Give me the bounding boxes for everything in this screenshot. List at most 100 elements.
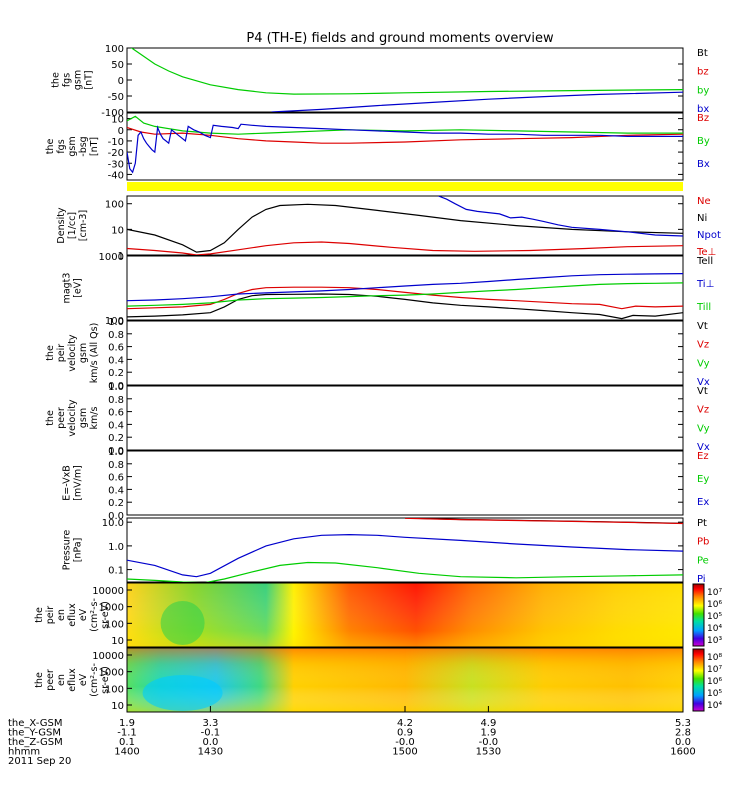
legend-Npot: Npot (697, 230, 721, 241)
legend-Ne: Ne (697, 196, 711, 207)
y-tick-label: 1.0 (108, 317, 124, 328)
y-tick-label: 0.0 (108, 511, 124, 522)
panel-frame (126, 450, 684, 516)
y-axis-label: gsm (78, 408, 89, 428)
x-tick-label: -0.0 (479, 737, 499, 748)
y-tick-label: 10000 (92, 586, 124, 597)
y-tick-label: 0.6 (108, 343, 124, 354)
y-axis-label: fgs (62, 73, 73, 87)
series-Bz (127, 126, 683, 144)
colorbar-tick-label: 10⁵ (707, 612, 722, 622)
y-axis-label: the (34, 607, 45, 623)
y-tick-label: 1.0 (108, 542, 124, 553)
y-axis-label: magt3 (62, 273, 73, 304)
colorbar (692, 583, 705, 647)
legend-Ex: Ex (697, 497, 709, 508)
y-tick-label: 100 (105, 200, 124, 211)
colorbar-tick-label: 10⁶ (707, 600, 722, 610)
y-tick-label: 0.6 (108, 408, 124, 419)
legend-by: by (697, 85, 709, 96)
y-axis-label: [nT] (89, 137, 100, 156)
series-Till (127, 282, 683, 307)
panel-frame (126, 517, 684, 583)
x-row-label: the_X-GSM (8, 718, 62, 729)
legend-Vz: Vz (697, 405, 709, 416)
y-tick-label: 1 (118, 251, 124, 262)
chart-title: P4 (TH-E) fields and ground moments over… (246, 31, 554, 46)
x-tick-label: 3.3 (202, 718, 218, 729)
y-tick-label: 10 (111, 636, 124, 647)
y-tick-label: 0.2 (108, 433, 124, 444)
x-tick-label: 1.9 (119, 718, 135, 729)
panel-6: 1.0 0.8 0.60.4 0.2 0.0 the peer velocity gsm km/s… (45, 382, 710, 457)
y-axis-label: the (51, 72, 62, 88)
y-tick-label: 0.0 (108, 381, 124, 392)
spectrogram-shading (127, 648, 683, 712)
x-tick-label: -1.1 (117, 728, 137, 739)
panel-0: 100 50 0 -50 -100 the fgs gsm [nT] Bt bz by bx (51, 44, 710, 119)
y-tick-label: 10000 (92, 651, 124, 662)
legend-Bt: Bt (697, 48, 708, 59)
panel-2 (127, 182, 683, 191)
y-axis-label: E=-VxB (62, 465, 73, 500)
spectrogram-shading (127, 583, 683, 647)
x-tick-label: -0.1 (201, 728, 221, 739)
colorbar-tick-label: 10⁴ (707, 701, 722, 711)
y-axis-label: gsm (78, 343, 89, 363)
panel-frame (126, 195, 684, 256)
y-axis-label: sr-eV) (100, 666, 111, 694)
series-By (127, 115, 683, 135)
legend-Vt: Vt (697, 386, 708, 397)
y-tick-label: 0.4 (108, 420, 124, 431)
panel-8: 10.0 1.0 0.1 Pressure [nPa] Pt Pb Pe Pi (62, 517, 709, 585)
x-tick-label: 1530 (476, 747, 501, 758)
x-tick-label: 1.9 (480, 728, 496, 739)
legend-Vx: Vx (697, 377, 710, 388)
legend-Vz: Vz (697, 340, 709, 351)
panel-frame (126, 112, 684, 181)
legend-Ez: Ez (697, 451, 709, 462)
series-by (130, 48, 683, 95)
legend-Te⊥: Te⊥ (696, 247, 716, 258)
y-tick-label: -20 (108, 148, 124, 159)
colorbar-tick-label: 10⁷ (707, 665, 722, 675)
x-tick-label: 5.3 (675, 718, 691, 729)
legend-Bx: Bx (697, 159, 710, 170)
y-tick-label: 10 (111, 225, 124, 236)
y-axis-label: Density (56, 207, 67, 243)
panel-frame (126, 385, 684, 451)
series-Pi (127, 533, 683, 578)
spectrogram-core (142, 675, 223, 711)
y-axis-label: km/s (All Qs) (89, 323, 100, 384)
legend-Tell: Tell (696, 256, 713, 267)
series-Npot (438, 196, 683, 237)
y-tick-label: 0.8 (108, 330, 124, 341)
y-tick-label: -30 (108, 159, 124, 170)
y-axis-label: [nPa] (73, 538, 84, 563)
y-tick-label: 100 (105, 684, 124, 695)
x-tick-label: 0.1 (119, 737, 135, 748)
legend-Vy: Vy (697, 358, 710, 369)
legend-bz: bz (697, 67, 709, 78)
y-axis-label: sr-eV) (100, 601, 111, 629)
legend-Till: Till (696, 302, 711, 313)
y-tick-label: 1000 (99, 668, 124, 679)
x-row-label: hhmm (8, 747, 40, 758)
y-tick-label: 0.8 (108, 460, 124, 471)
legend-Ey: Ey (697, 474, 709, 485)
y-tick-label: 0.8 (108, 395, 124, 406)
panel-7: 1.0 0.8 0.60.4 0.2 0.0 E=-VxB [mV/m] Ez Ey Ex (62, 447, 710, 522)
y-axis-label: eflux (67, 603, 78, 627)
series-Pe (127, 561, 683, 582)
y-axis-label: -bsg (78, 136, 89, 156)
y-axis-label: [1/cc] (67, 212, 78, 239)
y-tick-label: 0.2 (108, 498, 124, 509)
y-axis-label: [cm-3] (78, 210, 89, 241)
y-tick-label: 100 (105, 619, 124, 630)
x-tick-label: 1500 (392, 747, 417, 758)
y-axis-label: eV (78, 673, 89, 686)
y-axis-label: peir (45, 606, 56, 625)
y-tick-label: 10.0 (102, 518, 124, 529)
x-tick-label: 1400 (114, 747, 139, 758)
x-tick-label: -0.0 (395, 737, 415, 748)
